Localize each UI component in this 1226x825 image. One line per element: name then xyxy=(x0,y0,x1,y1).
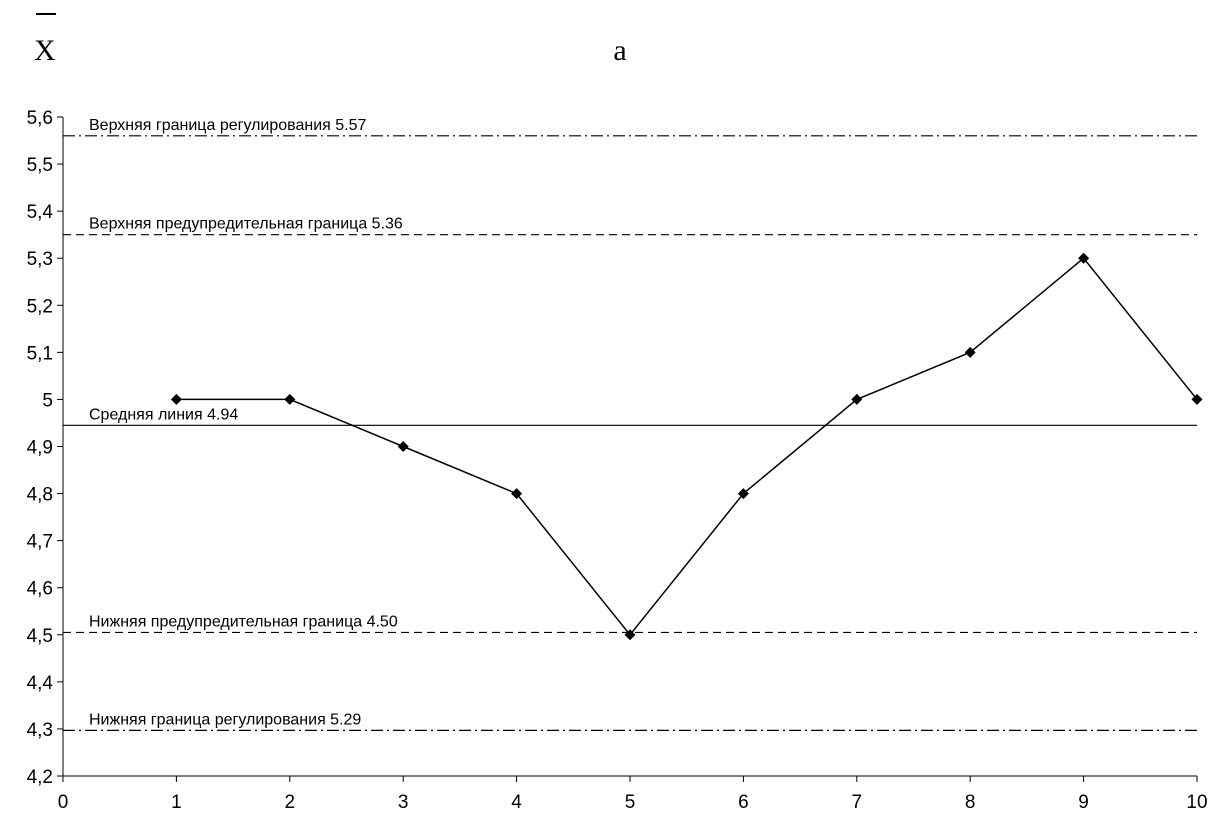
axes: 4,2 4,3 4,4 4,5 4,6 4,7 4,8 4,9 5 5,1 5,2 5,3 5,4 5,5… xyxy=(27,108,1208,813)
y-tick-label: 4,3 xyxy=(27,720,53,741)
y-axis-label: X xyxy=(34,34,56,67)
y-tick-label: 5,1 xyxy=(27,343,53,364)
x-tick-label: 9 xyxy=(1078,792,1089,813)
y-tick-label: 5,2 xyxy=(27,296,53,317)
chart-title: a xyxy=(613,34,626,67)
reference-line-label: Средняя линия 4.94 xyxy=(89,406,238,423)
y-axis-label-group: X xyxy=(34,13,56,67)
data-point xyxy=(964,346,976,358)
y-tick-label: 5 xyxy=(42,390,53,411)
y-tick-label: 4,7 xyxy=(27,532,53,553)
y-tick-label: 4,2 xyxy=(27,767,53,788)
data-point xyxy=(737,488,749,500)
data-point xyxy=(170,393,182,405)
x-tick-label: 2 xyxy=(285,792,296,813)
y-tick-label: 4,4 xyxy=(27,673,54,694)
x-tick-label: 10 xyxy=(1186,792,1207,813)
y-tick-label: 5,3 xyxy=(27,249,53,270)
y-tick-label: 5,6 xyxy=(27,108,53,129)
x-tick-label: 1 xyxy=(171,792,182,813)
x-tick-label: 3 xyxy=(398,792,409,813)
y-tick-label: 5,4 xyxy=(27,202,54,223)
data-point xyxy=(851,393,863,405)
y-tick-label: 4,8 xyxy=(27,485,53,506)
data-point xyxy=(397,441,409,452)
reference-line-label: Верхняя предупредительная граница 5.36 xyxy=(89,216,403,233)
x-tick-label: 8 xyxy=(965,792,976,813)
series-line xyxy=(176,257,1198,636)
y-tick-label: 4,5 xyxy=(27,626,53,647)
reference-line-label: Нижняя предупредительная граница 4.50 xyxy=(89,613,398,630)
x-tick-label: 6 xyxy=(738,792,749,813)
reference-line-label: Нижняя граница регулирования 5.29 xyxy=(89,711,361,728)
data-point xyxy=(1191,393,1203,405)
reference-line-label: Верхняя граница регулирования 5.57 xyxy=(89,117,367,134)
data-point xyxy=(284,393,296,405)
data-series xyxy=(170,252,1203,641)
data-point xyxy=(1078,252,1090,264)
data-point xyxy=(511,488,523,500)
data-point xyxy=(624,629,636,641)
reference-lines: Верхняя граница регулирования 5.57 Верхня… xyxy=(63,117,1197,731)
x-tick-label: 7 xyxy=(852,792,863,813)
y-tick-label: 4,9 xyxy=(27,438,53,459)
y-tick-label: 5,5 xyxy=(27,155,53,176)
x-tick-label: 4 xyxy=(511,792,522,813)
y-tick-label: 4,6 xyxy=(27,579,53,600)
x-tick-label: 5 xyxy=(625,792,636,813)
x-tick-label: 0 xyxy=(58,792,69,813)
